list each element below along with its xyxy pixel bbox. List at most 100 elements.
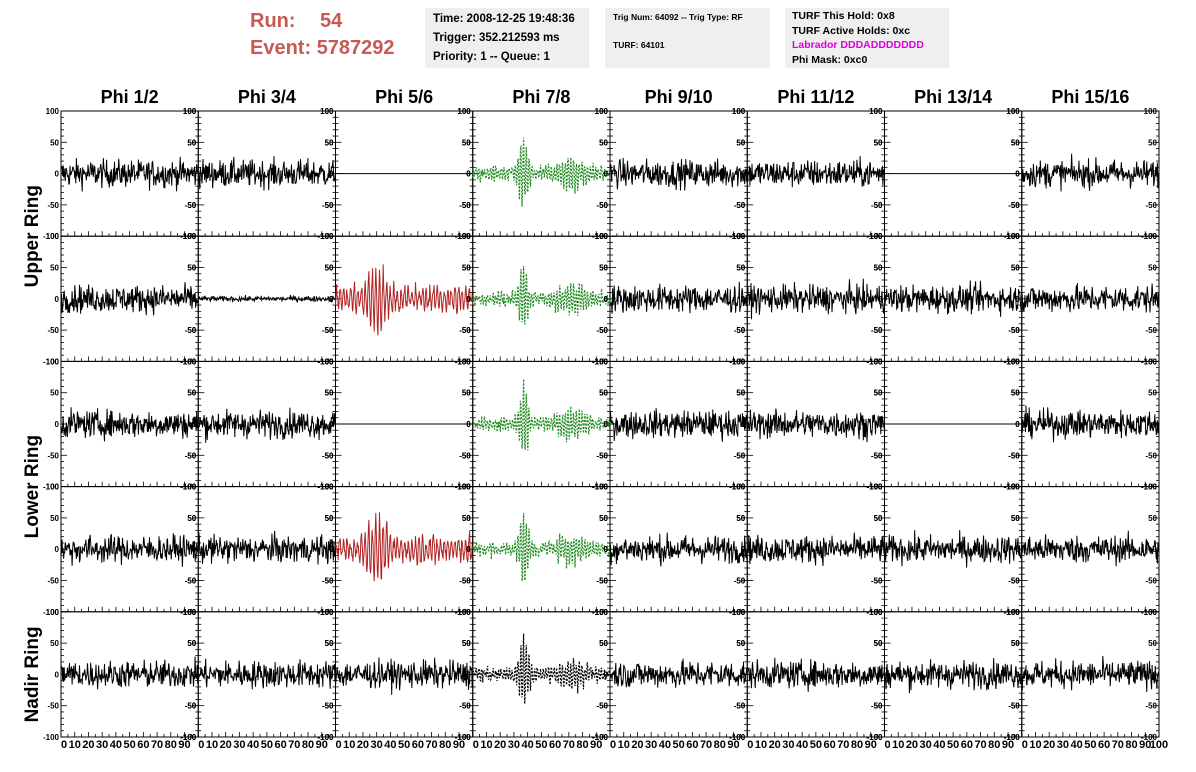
y-tick-label: -50: [596, 702, 608, 711]
run-value: 54: [320, 10, 343, 32]
y-tick-label: 100: [320, 608, 334, 617]
y-tick-label: -100: [455, 608, 472, 617]
y-tick-label: 0: [604, 295, 609, 304]
x-tick-label: 10: [755, 739, 767, 751]
y-tick-label: 50: [325, 389, 334, 398]
y-tick-label: 100: [183, 357, 197, 366]
y-tick-label: 0: [1015, 670, 1020, 679]
y-tick-label: 50: [599, 514, 608, 523]
x-tick-label: 10: [69, 739, 81, 751]
y-tick-label: -50: [185, 326, 197, 335]
x-tick-label: 50: [1084, 739, 1096, 751]
y-tick-label: 100: [732, 483, 746, 492]
y-tick-label: -50: [596, 201, 608, 210]
x-tick-label: 60: [137, 739, 149, 751]
waveform-trace: [472, 265, 611, 325]
y-tick-label: 50: [462, 389, 471, 398]
x-tick-label: 30: [920, 739, 932, 751]
y-tick-label: -50: [1145, 451, 1157, 460]
y-tick-label: -50: [1145, 577, 1157, 586]
y-tick-label: 50: [1011, 389, 1020, 398]
y-tick-label: 50: [874, 514, 883, 523]
y-tick-label: 100: [732, 608, 746, 617]
column-header: Phi 5/6: [375, 87, 433, 107]
y-tick-label: -50: [871, 326, 883, 335]
waveform-trace: [60, 656, 199, 690]
y-tick-label: 50: [1011, 389, 1020, 398]
y-tick-label: 0: [878, 545, 883, 554]
y-tick-label: 0: [55, 545, 60, 554]
y-tick-label: 100: [595, 357, 609, 366]
y-tick-label: 100: [320, 483, 334, 492]
y-tick-label: 0: [878, 670, 883, 679]
y-tick-label: 100: [595, 357, 609, 366]
y-tick-label: -50: [47, 451, 59, 460]
y-tick-label: 100: [732, 107, 746, 116]
y-tick-label: -100: [455, 733, 472, 742]
y-tick-label: 50: [736, 639, 745, 648]
y-tick-label: -100: [1141, 733, 1158, 742]
x-tick-label: 20: [769, 739, 781, 751]
x-tick-label: 30: [233, 739, 245, 751]
y-tick-label: 50: [462, 514, 471, 523]
y-tick-label: 100: [46, 608, 60, 617]
y-tick-label: 50: [462, 514, 471, 523]
waveform-trace: [197, 658, 336, 690]
y-tick-label: -100: [866, 733, 883, 742]
y-tick-label: 0: [329, 295, 334, 304]
y-tick-label: -100: [180, 733, 197, 742]
turf-active-text: TURF Active Holds: 0xc: [792, 24, 911, 37]
y-tick-label: -50: [1008, 326, 1020, 335]
y-tick-label: 50: [874, 138, 883, 147]
y-tick-label: -50: [734, 326, 746, 335]
x-tick-label: 40: [110, 739, 122, 751]
y-tick-label: 0: [878, 170, 883, 179]
y-tick-label: 0: [741, 545, 746, 554]
y-tick-label: 50: [1011, 514, 1020, 523]
y-tick-label: -50: [322, 451, 334, 460]
x-tick-label: 50: [947, 739, 959, 751]
y-tick-label: -100: [866, 232, 883, 241]
y-tick-label: -50: [459, 326, 471, 335]
x-tick-label: 0: [336, 739, 342, 751]
time-text: Time: 2008-12-25 19:48:36: [433, 13, 575, 25]
ring-label: Nadir Ring: [22, 626, 43, 722]
y-tick-label: 100: [46, 483, 60, 492]
x-tick-label: 60: [823, 739, 835, 751]
y-tick-label: 100: [46, 357, 60, 366]
y-tick-label: -100: [180, 232, 197, 241]
y-tick-label: 0: [604, 420, 609, 429]
y-tick-label: 100: [320, 483, 334, 492]
phi-mask-text: Phi Mask: 0xc0: [792, 53, 868, 66]
y-tick-label: 0: [741, 670, 746, 679]
waveform-trace: [746, 657, 885, 692]
waveform-trace: [197, 156, 336, 191]
x-tick-label: 90: [1002, 739, 1014, 751]
x-tick-label: 0: [885, 739, 891, 751]
y-tick-label: 50: [599, 138, 608, 147]
y-tick-label: 100: [320, 232, 334, 241]
y-tick-label: -50: [871, 451, 883, 460]
y-tick-label: 50: [50, 639, 59, 648]
x-tick-label: 90: [1139, 739, 1151, 751]
x-tick-label: 70: [700, 739, 712, 751]
y-tick-label: -50: [459, 451, 471, 460]
x-tick-label: 70: [151, 739, 163, 751]
y-tick-label: 100: [457, 357, 471, 366]
y-tick-label: -50: [871, 577, 883, 586]
y-tick-label: 50: [50, 514, 59, 523]
y-tick-label: 0: [1015, 420, 1020, 429]
waveform-trace: [884, 280, 1023, 317]
y-tick-label: 100: [183, 107, 197, 116]
ring-label: Lower Ring: [22, 435, 43, 538]
x-tick-label: 20: [220, 739, 232, 751]
y-tick-label: -50: [185, 326, 197, 335]
x-tick-label: 90: [316, 739, 328, 751]
y-tick-label: 50: [187, 138, 196, 147]
y-tick-label: 0: [466, 670, 471, 679]
x-tick-label: 80: [165, 739, 177, 751]
x-tick-label: 40: [384, 739, 396, 751]
y-tick-label: 100: [595, 483, 609, 492]
y-tick-label: 0: [741, 420, 746, 429]
y-tick-label: 0: [604, 545, 609, 554]
